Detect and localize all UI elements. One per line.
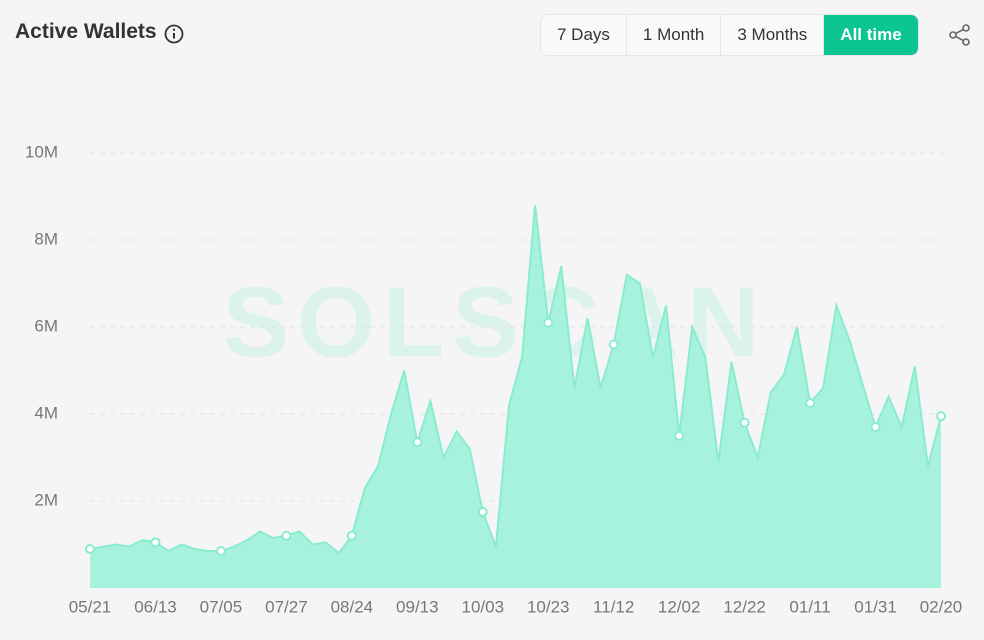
share-icon[interactable] [948,23,972,47]
x-tick-label: 05/21 [69,597,112,616]
range-button[interactable]: 7 Days [541,15,627,55]
area [90,205,941,588]
point [543,317,554,328]
point [150,537,161,548]
point [215,546,226,557]
x-tick-label: 02/20 [920,597,963,616]
point [85,543,95,554]
range-button[interactable]: 1 Month [627,15,722,55]
point [870,422,881,433]
point [674,430,685,441]
point [346,530,357,541]
x-tick-label: 08/24 [331,597,374,616]
y-tick-label: 2M [34,490,58,509]
x-tick-label: 01/31 [854,597,897,616]
x-tick-label: 10/03 [461,597,504,616]
x-tick-label: 07/05 [200,597,243,616]
x-tick-label: 09/13 [396,597,439,616]
info-icon[interactable] [164,24,184,44]
point [412,437,423,448]
point [281,530,292,541]
point [477,506,488,517]
y-tick-label: 6M [34,316,58,335]
x-tick-label: 07/27 [265,597,308,616]
x-tick-label: 06/13 [134,597,177,616]
point [936,411,946,422]
point [608,339,619,350]
x-tick-label: 12/02 [658,597,701,616]
x-tick-label: 01/11 [789,597,830,616]
range-button[interactable]: All time [824,15,918,55]
line [89,205,942,555]
point [805,398,816,409]
watermark: SOLSCAN [223,266,768,378]
x-tick-label: 10/23 [527,597,570,616]
point [739,417,750,428]
y-tick-label: 4M [34,403,58,422]
chart-title: Active Wallets [15,20,157,43]
y-tick-label: 8M [34,229,58,248]
y-tick-label: 10M [25,142,58,161]
range-button[interactable]: 3 Months [721,15,825,55]
range-buttons: 7 Days 1 Month 3 Months All time [540,14,919,56]
x-tick-label: 12/22 [723,597,766,616]
x-tick-label: 11/12 [593,597,634,616]
